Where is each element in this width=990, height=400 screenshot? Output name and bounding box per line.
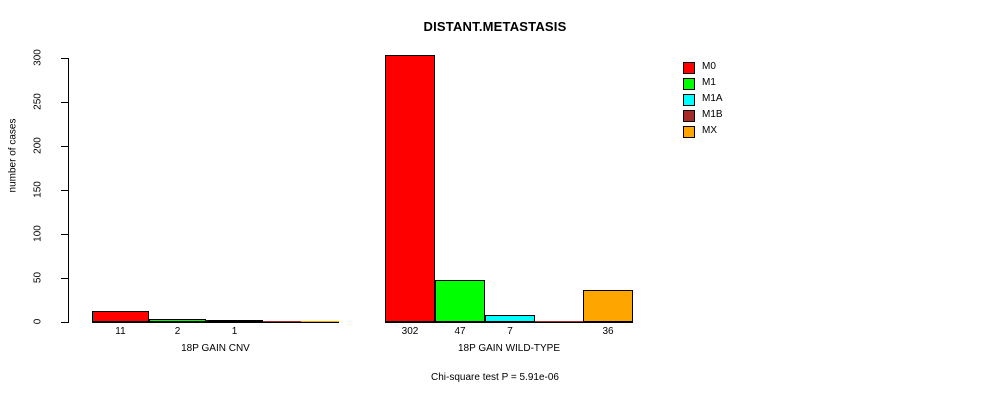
y-tick-100 (61, 234, 68, 235)
legend-label-m0: M0 (702, 61, 716, 72)
legend-swatch-mx-icon (683, 126, 695, 138)
bar-left-m1-value: 2 (174, 326, 181, 337)
bar-right-m1-value: 47 (454, 326, 466, 337)
legend-label-m1b: M1B (702, 109, 723, 120)
bar-left-m1[interactable] (149, 319, 206, 322)
bar-right-mx[interactable] (583, 290, 633, 322)
left-baseline (92, 322, 339, 323)
bar-left-m1b[interactable] (263, 321, 301, 322)
y-axis-line (68, 58, 69, 323)
legend-swatch-m1a-icon (683, 94, 695, 106)
legend-label-m1: M1 (702, 77, 716, 88)
legend-swatch-m1b-icon (683, 110, 695, 122)
bar-left-m0-value: 11 (115, 326, 126, 337)
legend-swatch-m0-icon (683, 62, 695, 74)
chart-title: DISTANT.METASTASIS (423, 19, 567, 34)
bar-left-m0[interactable] (92, 311, 149, 322)
legend-label-mx: MX (702, 125, 717, 136)
y-tick-0 (61, 322, 68, 323)
panel-18p-gain-wild-type: 302 47 7 36 18P GAIN WILD-TYPE (385, 55, 633, 354)
legend-swatch-m1-icon (683, 78, 695, 90)
chart-caption: Chi-square test P = 5.91e-06 (431, 372, 559, 383)
bar-left-mx[interactable] (301, 321, 339, 322)
bar-right-m1a[interactable] (485, 315, 535, 322)
y-tick-150 (61, 190, 68, 191)
bar-right-m1[interactable] (435, 280, 485, 322)
bar-left-m1a[interactable] (206, 320, 263, 322)
y-tick-300 (61, 58, 68, 59)
group-label-18p-gain-wild-type: 18P GAIN WILD-TYPE (457, 343, 561, 354)
right-baseline (385, 322, 633, 323)
y-tick-200 (61, 146, 68, 147)
bar-right-mx-value: 36 (602, 326, 614, 337)
bar-right-m1a-value: 7 (507, 326, 513, 337)
bar-right-m0[interactable] (385, 55, 435, 322)
y-tick-50 (61, 278, 68, 279)
bar-right-m0-value: 302 (401, 326, 419, 337)
bar-right-m1b[interactable] (535, 321, 584, 322)
y-tick-250 (61, 102, 68, 103)
legend-label-m1a: M1A (702, 93, 723, 104)
group-label-18p-gain-cnv: 18P GAIN CNV (181, 343, 250, 354)
bar-left-m1a-value: 1 (231, 326, 238, 337)
panel-18p-gain-cnv: 11 2 1 18P GAIN CNV (0, 0, 400, 400)
